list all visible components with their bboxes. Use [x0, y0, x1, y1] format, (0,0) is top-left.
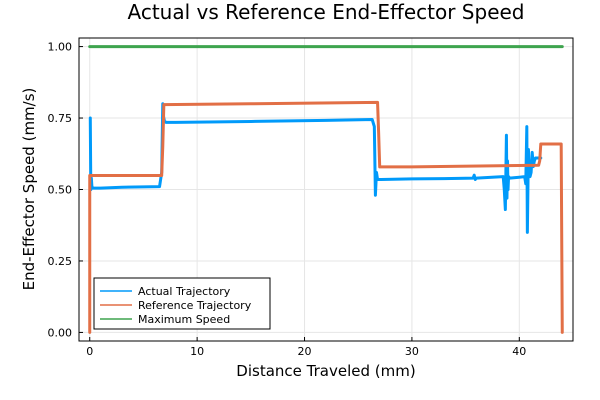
x-tick-label: 0 — [86, 345, 93, 358]
x-axis-ticks: 0 10 20 30 40 — [86, 337, 526, 358]
y-tick-label: 0.00 — [48, 326, 73, 339]
series-line-reference-trajectory — [88, 100, 564, 334]
x-tick-label: 40 — [512, 345, 526, 358]
legend-entry: Actual Trajectory — [138, 285, 231, 298]
legend-entry: Maximum Speed — [138, 313, 230, 326]
series-group — [88, 45, 564, 334]
y-tick-label: 0.25 — [48, 255, 73, 268]
y-tick-label: 0.75 — [48, 112, 73, 125]
y-axis-ticks: 0.00 0.25 0.50 0.75 1.00 — [48, 41, 83, 339]
x-tick-label: 20 — [298, 345, 312, 358]
legend-box — [93, 277, 271, 330]
y-axis-label: End-Effector Speed (mm/s) — [20, 88, 38, 291]
y-tick-label: 0.50 — [48, 184, 73, 197]
series-line-actual-trajectory — [88, 102, 543, 234]
y-tick-label: 1.00 — [48, 41, 73, 54]
legend-entry: Reference Trajectory — [138, 299, 252, 312]
chart-title: Actual vs Reference End-Effector Speed — [128, 0, 525, 24]
x-tick-label: 10 — [190, 345, 204, 358]
x-tick-label: 30 — [405, 345, 419, 358]
x-axis-label: Distance Traveled (mm) — [236, 362, 415, 380]
